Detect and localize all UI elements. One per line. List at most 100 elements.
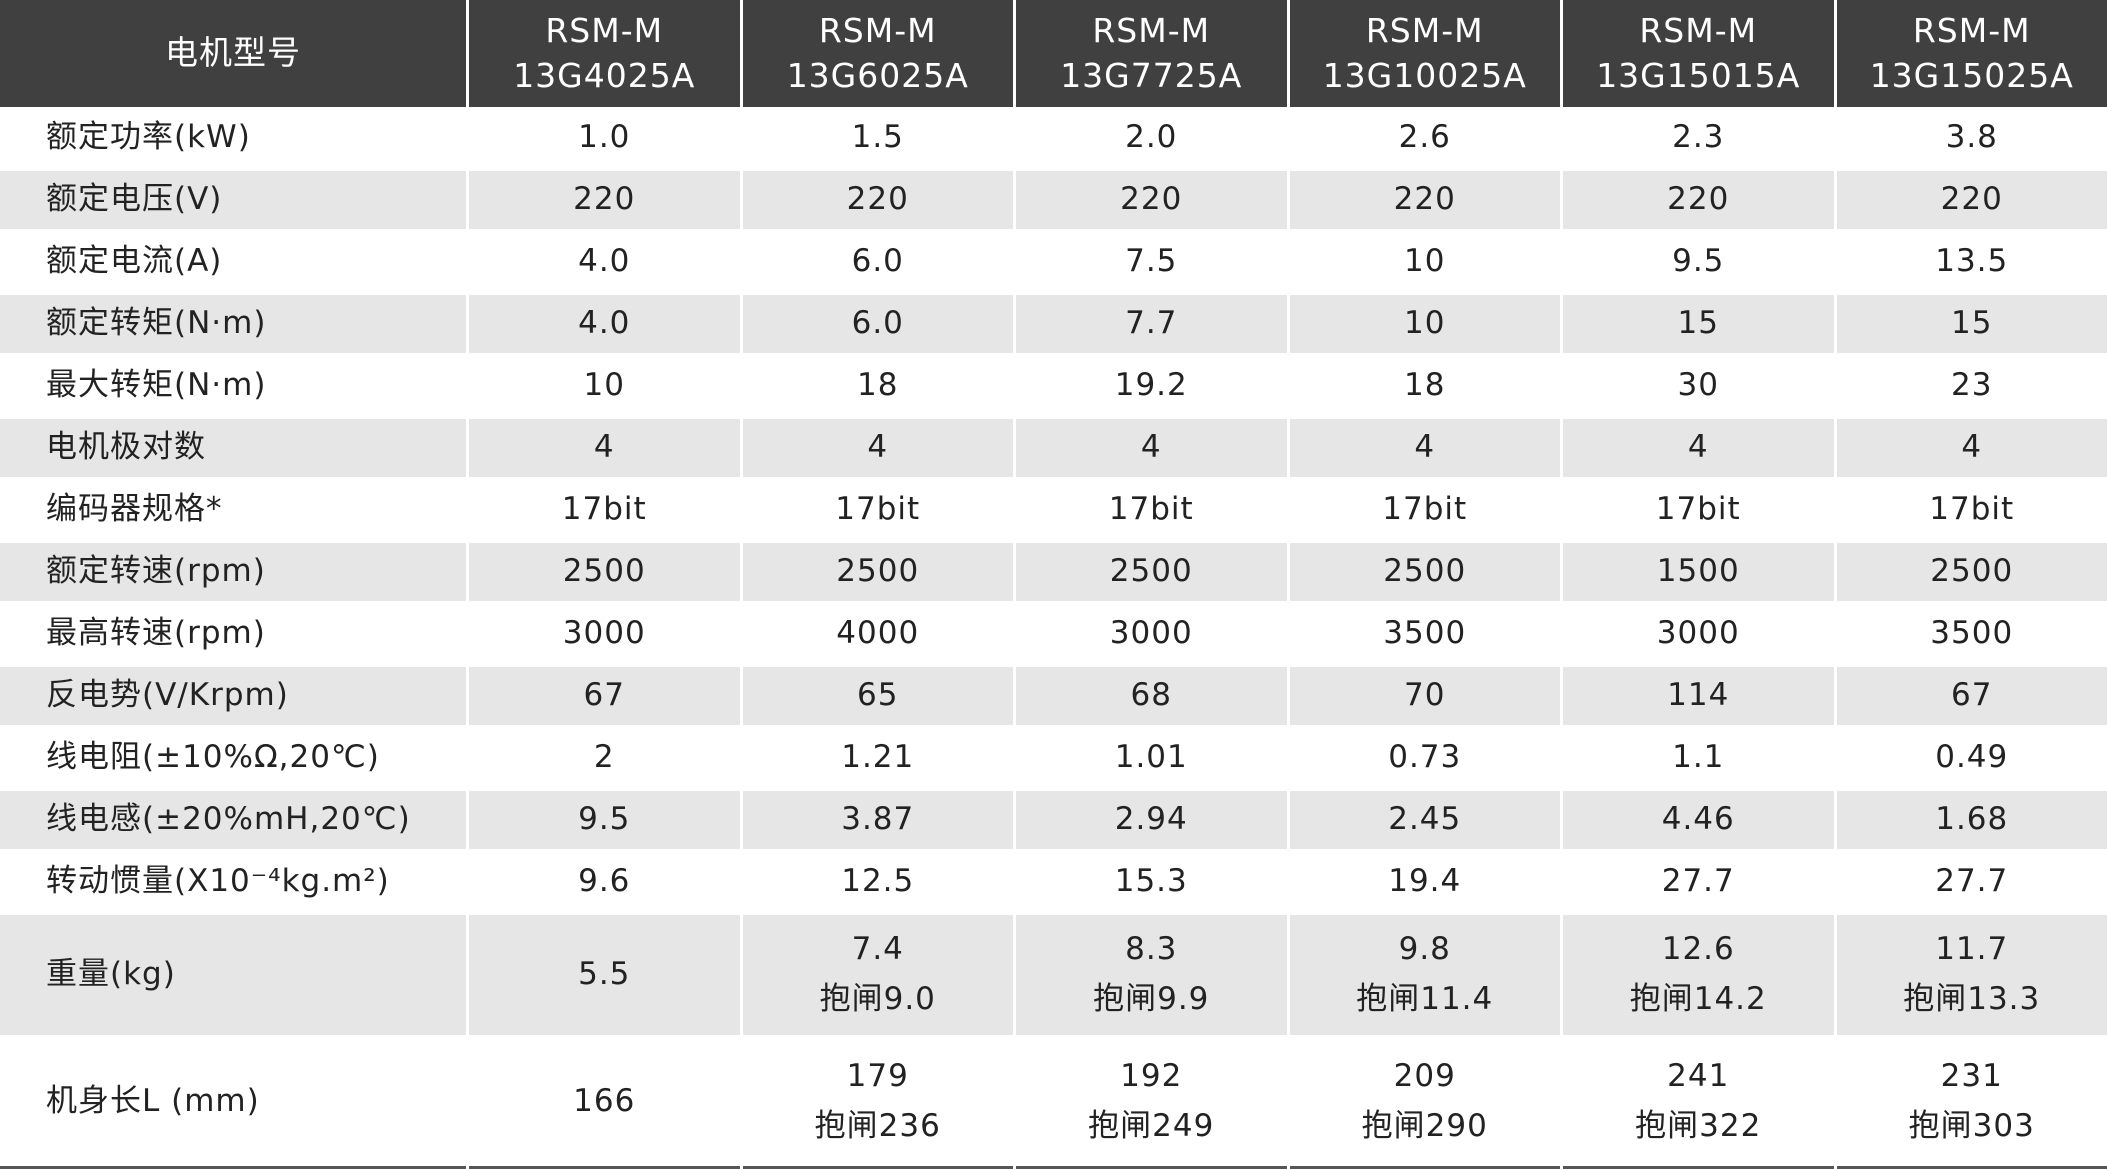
value-cell: 2500 <box>469 541 740 603</box>
value-cell: 19.4 <box>1290 851 1561 913</box>
value-cell: 17bit <box>469 479 740 541</box>
value-cell: 2.6 <box>1290 107 1561 169</box>
cell-text: 220 <box>846 181 909 218</box>
value-cell: 9.5 <box>1563 231 1834 293</box>
cell-text: 11.7 <box>1935 931 2009 968</box>
cell-text: 166 <box>573 1082 636 1119</box>
cell-text: 4 <box>1140 429 1162 466</box>
cell-text: 220 <box>1393 181 1456 218</box>
cell-text: 67 <box>583 677 625 714</box>
cell-text: 13.5 <box>1935 243 2009 280</box>
cell-text: 8.3 <box>1125 931 1178 968</box>
cell-text: 抱闸236 <box>814 1107 941 1144</box>
cell-text: 额定转速(rpm) <box>46 553 266 590</box>
value-cell: 8.3 抱闸9.9 <box>1016 913 1287 1037</box>
cell-text: 2.45 <box>1388 801 1462 838</box>
value-cell: 0.73 <box>1290 727 1561 789</box>
cell-text: 114 <box>1667 677 1730 714</box>
value-cell: 70 <box>1289 665 1560 727</box>
cell-text: 2500 <box>1930 553 2014 590</box>
cell-text: 额定电压(V) <box>46 181 223 218</box>
cell-text: 抱闸9.9 <box>1093 981 1210 1017</box>
cell-text: 1.1 <box>1672 739 1725 776</box>
cell-text: 27.7 <box>1935 863 2009 900</box>
cell-text: 13G10025A <box>1322 55 1527 95</box>
cell-text: 3500 <box>1383 615 1467 652</box>
row-label: 反电势(V/Krpm) <box>0 665 466 727</box>
cell-text: 1.01 <box>1114 739 1188 776</box>
value-cell: 7.5 <box>1016 231 1287 293</box>
value-cell: 0.49 <box>1837 727 2107 789</box>
cell-text: 4.0 <box>578 305 631 342</box>
value-cell: 10 <box>1290 231 1561 293</box>
cell-text: 3.8 <box>1945 119 1998 156</box>
cell-text: 电机极对数 <box>46 429 206 466</box>
value-cell: 18 <box>743 355 1014 417</box>
cell-text: 7.7 <box>1125 305 1178 342</box>
value-cell: 220 <box>1836 169 2107 231</box>
value-cell: 12.6 抱闸14.2 <box>1563 913 1834 1037</box>
value-cell: 3000 <box>1563 603 1834 665</box>
value-cell: 231 抱闸303 <box>1836 1037 2107 1169</box>
value-cell: 27.7 <box>1837 851 2107 913</box>
value-cell: 3000 <box>469 603 740 665</box>
cell-text: 机身长L (mm) <box>46 1082 260 1119</box>
value-cell: 9.6 <box>469 851 740 913</box>
cell-text: 额定电流(A) <box>46 243 223 280</box>
cell-text: 抱闸249 <box>1088 1107 1215 1144</box>
value-cell: 2.94 <box>1016 789 1287 851</box>
cell-text: 15 <box>1677 305 1719 342</box>
cell-text: 1.21 <box>841 739 915 776</box>
cell-text: 2500 <box>836 553 920 590</box>
cell-text: 12.5 <box>841 863 915 900</box>
value-cell: 114 <box>1563 665 1834 727</box>
value-cell: 1500 <box>1563 541 1834 603</box>
cell-text: 67 <box>1951 677 1993 714</box>
cell-text: 4 <box>1687 429 1709 466</box>
value-cell: 1.01 <box>1016 727 1287 789</box>
cell-text: 13G15015A <box>1596 55 1801 95</box>
value-cell: 27.7 <box>1563 851 1834 913</box>
cell-text: RSM-M <box>1639 10 1758 50</box>
header-cell: RSM-M 13G4025A <box>469 0 740 107</box>
cell-text: 4 <box>593 429 615 466</box>
value-cell: 23 <box>1837 355 2107 417</box>
value-cell: 1.5 <box>743 107 1014 169</box>
header-cell: RSM-M 13G15025A <box>1836 0 2107 107</box>
value-cell: 17bit <box>1290 479 1561 541</box>
cell-text: 4 <box>1414 429 1436 466</box>
row-label: 线电感(±20%mH,20℃) <box>0 789 466 851</box>
cell-text: 1.5 <box>851 119 904 156</box>
row-label: 额定转矩(N·m) <box>0 293 466 355</box>
value-cell: 4.46 <box>1563 789 1834 851</box>
cell-text: 4 <box>1961 429 1983 466</box>
cell-text: 220 <box>573 181 636 218</box>
row-label: 转动惯量(X10⁻⁴kg.m²) <box>0 851 466 913</box>
cell-text: 65 <box>857 677 899 714</box>
value-cell: 220 <box>469 169 740 231</box>
row-label: 电机极对数 <box>0 417 466 479</box>
value-cell: 2500 <box>1016 541 1287 603</box>
cell-text: 3.87 <box>841 801 915 838</box>
cell-text: 电机型号 <box>165 33 301 73</box>
value-cell: 7.7 <box>1016 293 1287 355</box>
value-cell: 5.5 <box>469 913 740 1037</box>
value-cell: 11.7 抱闸13.3 <box>1836 913 2107 1037</box>
cell-text: 220 <box>1120 181 1183 218</box>
row-label: 线电阻(±10%Ω,20℃) <box>0 727 466 789</box>
cell-text: 19.2 <box>1114 367 1188 404</box>
cell-text: 13G6025A <box>786 55 969 95</box>
cell-text: 220 <box>1667 181 1730 218</box>
cell-text: 10 <box>1404 305 1446 342</box>
cell-text: 4 <box>867 429 889 466</box>
cell-text: 0.73 <box>1388 739 1462 776</box>
cell-text: 70 <box>1404 677 1446 714</box>
value-cell: 220 <box>1563 169 1834 231</box>
header-cell: 电机型号 <box>0 0 466 107</box>
cell-text: 反电势(V/Krpm) <box>46 677 289 714</box>
cell-text: 抱闸11.4 <box>1356 981 1494 1017</box>
cell-text: 27.7 <box>1661 863 1735 900</box>
value-cell: 3500 <box>1290 603 1561 665</box>
header-cell: RSM-M 13G15015A <box>1563 0 1834 107</box>
cell-text: 18 <box>857 367 899 404</box>
